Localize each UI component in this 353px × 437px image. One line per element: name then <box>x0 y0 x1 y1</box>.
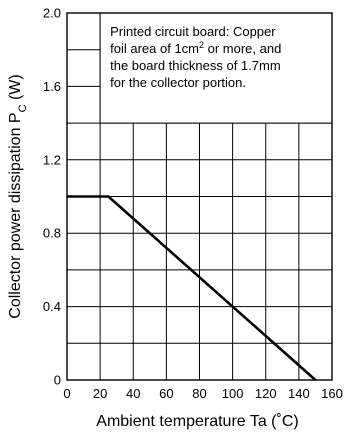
x-tick-label: 0 <box>63 386 70 401</box>
x-tick-label: 100 <box>222 386 244 401</box>
annotation-line: the board thickness of 1.7mm <box>110 58 281 73</box>
y-tick-label: 1.2 <box>43 152 61 167</box>
x-tick-label: 60 <box>159 386 173 401</box>
y-axis-title-symbol: P <box>7 112 24 123</box>
annotation-segment: the board thickness of 1.7mm <box>110 58 281 73</box>
series-line <box>67 195 317 381</box>
x-tick-labels: 0 20 40 60 80 100 120 140 160 <box>63 386 342 401</box>
y-tick-label: 0.8 <box>43 226 61 241</box>
y-tick-label: 0.4 <box>43 299 61 314</box>
annotation-line: Printed circuit board: Copper <box>110 24 276 39</box>
annotation-text: Printed circuit board: Copper foil area o… <box>110 24 281 90</box>
annotation-superscript: 2 <box>199 40 204 50</box>
annotation-segment: for the collector portion. <box>110 75 246 90</box>
y-tick-labels: 0 0.4 0.8 1.2 1.6 2.0 <box>43 6 61 388</box>
y-tick-label: 2.0 <box>43 6 61 21</box>
x-tick-label: 40 <box>126 386 140 401</box>
y-axis-title: Collector power dissipation PC (W) <box>7 74 29 318</box>
x-tick-label: 20 <box>93 386 107 401</box>
y-axis-title-unit: (W) <box>7 74 24 104</box>
annotation-segment: foil area of 1cm <box>110 41 199 56</box>
annotation-line: for the collector portion. <box>110 75 246 90</box>
y-tick-label: 1.6 <box>43 79 61 94</box>
x-tick-label: 120 <box>255 386 277 401</box>
x-tick-label: 80 <box>192 386 206 401</box>
annotation-segment: Printed circuit board: Copper <box>110 24 276 39</box>
x-tick-label: 140 <box>288 386 310 401</box>
y-tick-label: 0 <box>54 373 61 388</box>
x-tick-label: 160 <box>321 386 343 401</box>
y-axis-title-subscript: C <box>17 104 29 112</box>
series-layer <box>67 195 317 381</box>
y-axis-title-text: Collector power dissipation <box>7 123 24 319</box>
x-axis-title: Ambient temperature Ta (˚C) <box>96 413 298 430</box>
annotation-segment: or more, and <box>204 41 281 56</box>
annotation-line: foil area of 1cm2 or more, and <box>110 40 281 56</box>
annotation-box <box>99 12 333 124</box>
